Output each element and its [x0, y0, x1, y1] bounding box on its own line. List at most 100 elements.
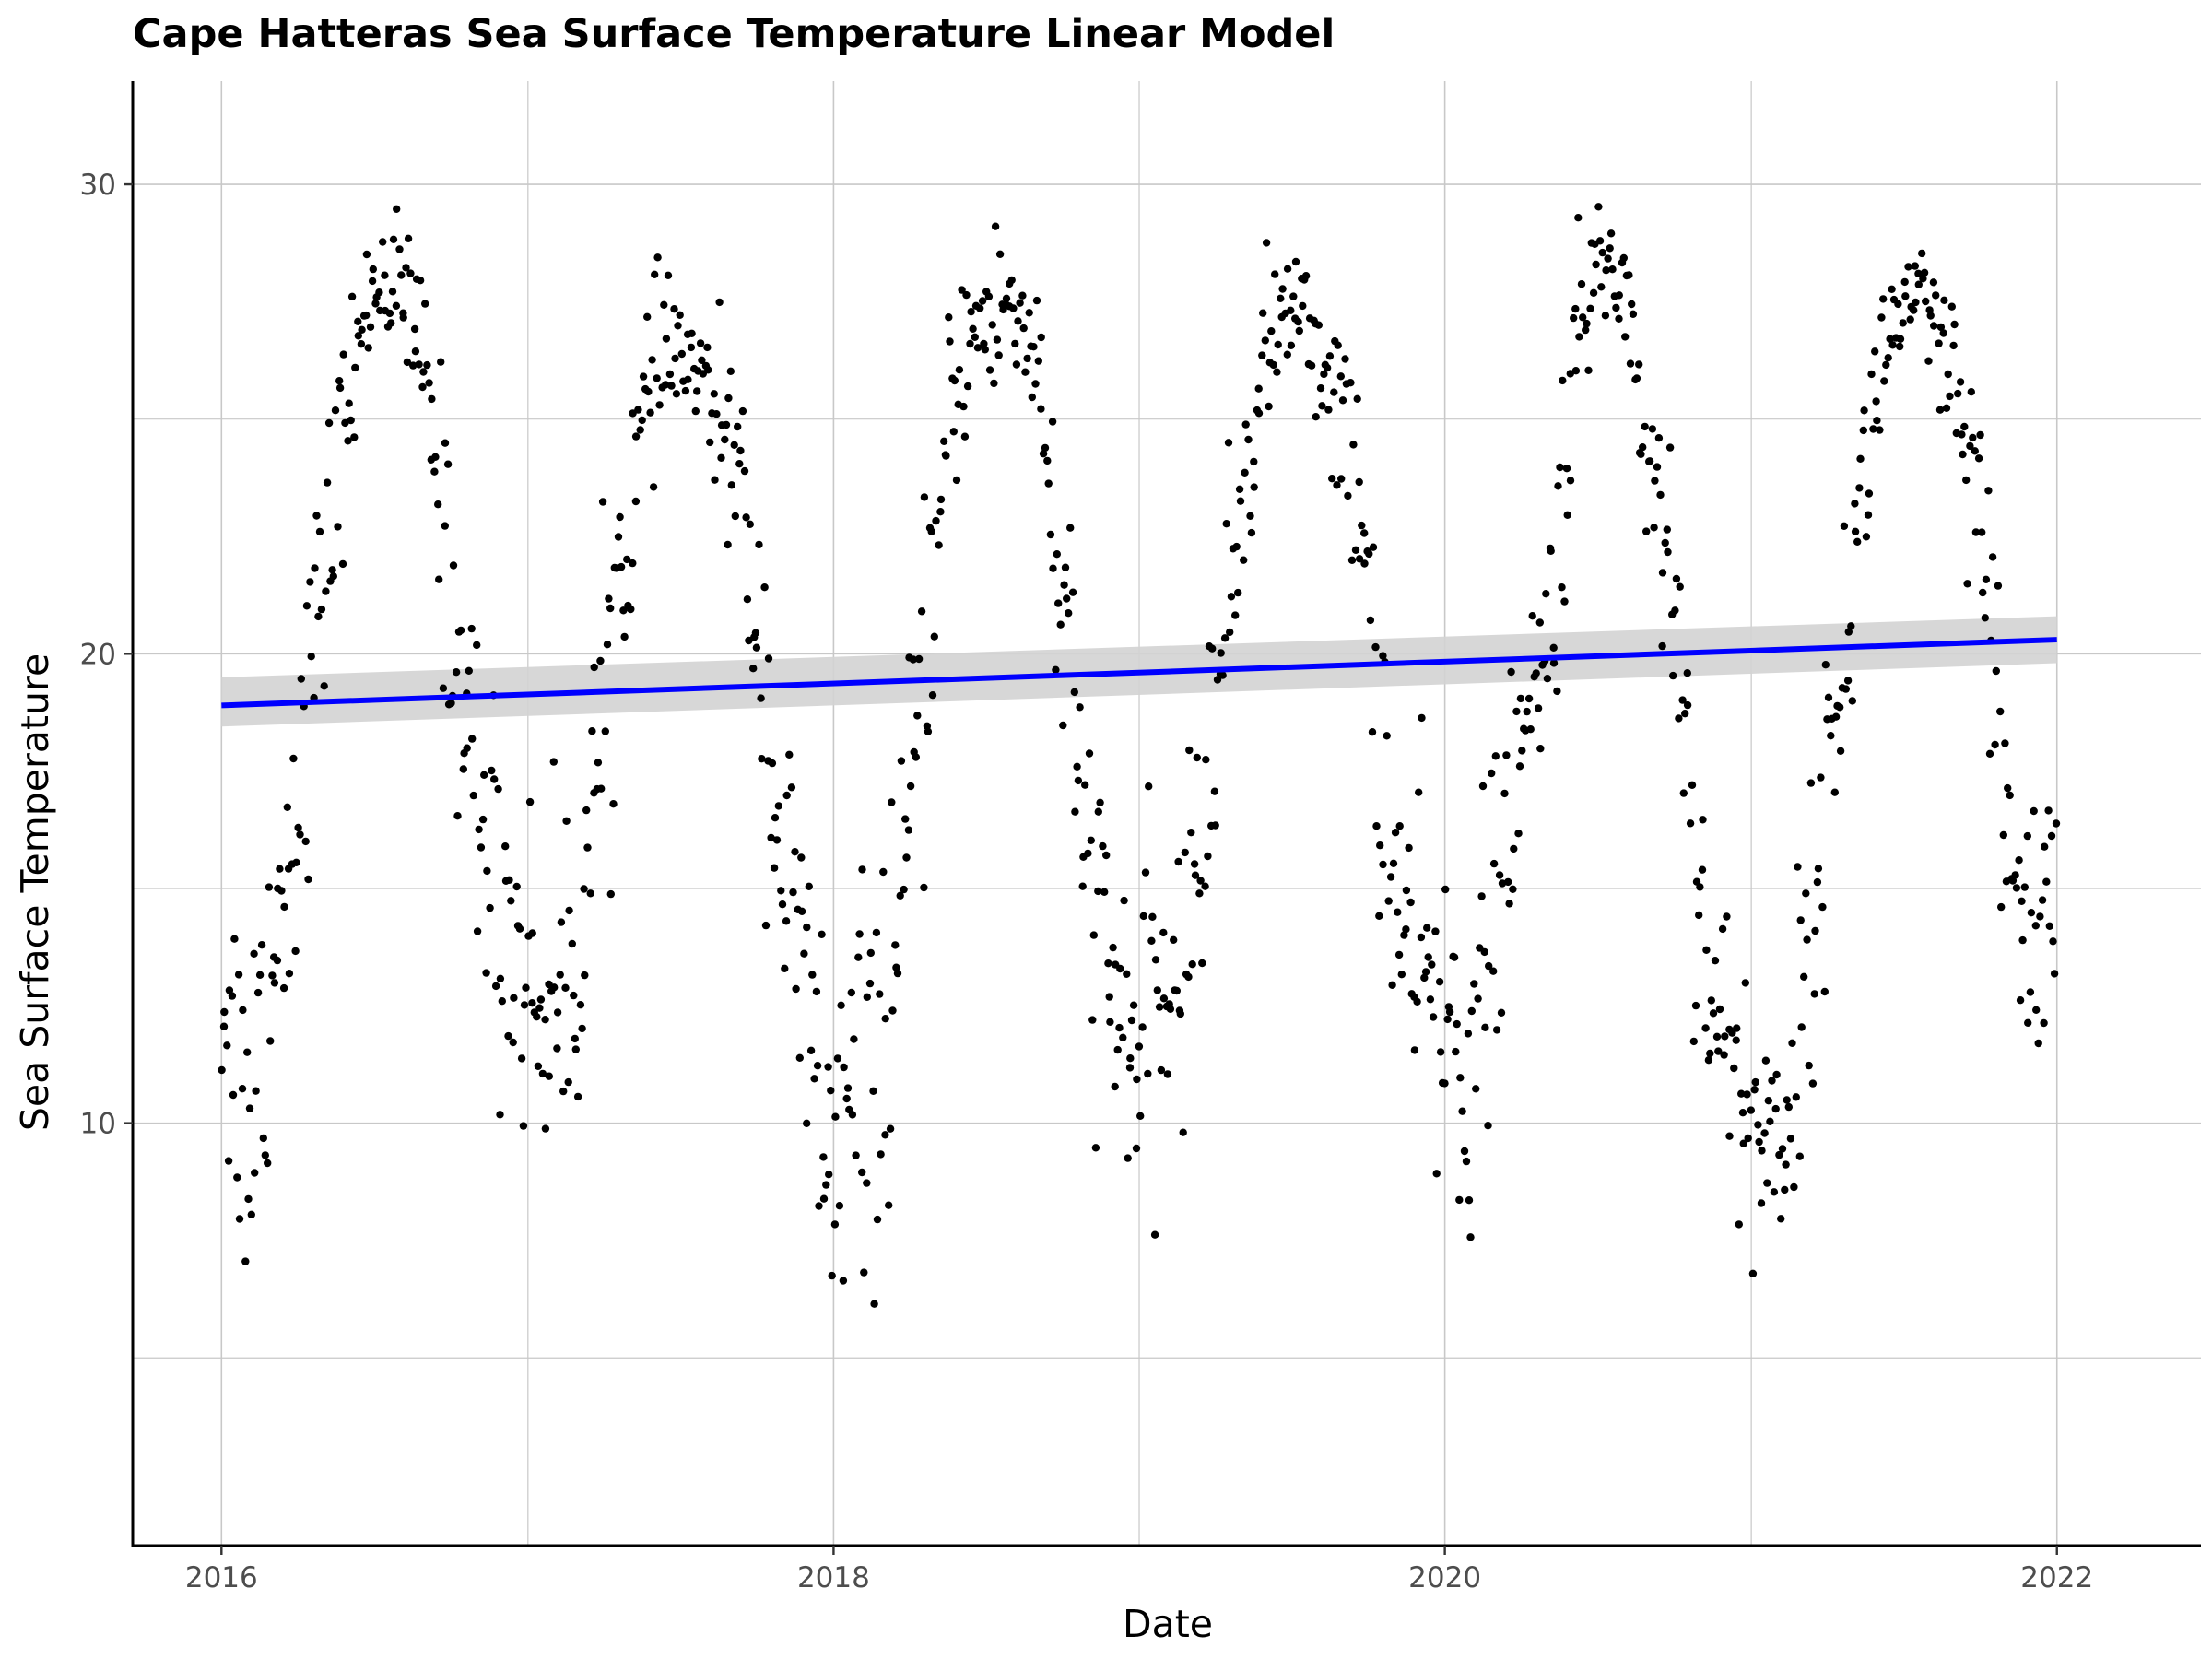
data-point — [726, 367, 735, 375]
data-point — [1133, 1075, 1141, 1084]
data-point — [1123, 970, 1131, 979]
data-point — [1172, 986, 1182, 995]
data-point — [255, 971, 265, 980]
data-point — [1669, 671, 1677, 680]
data-point — [1811, 926, 1819, 935]
data-points — [218, 203, 2061, 1308]
data-point — [1760, 1129, 1769, 1137]
data-point — [985, 366, 994, 374]
data-point — [538, 1069, 547, 1078]
data-point — [1247, 528, 1256, 537]
data-point — [994, 351, 1003, 359]
data-point — [1882, 360, 1890, 370]
data-point — [842, 1094, 851, 1103]
data-point — [1577, 280, 1586, 288]
data-point — [341, 418, 349, 428]
data-point — [1071, 807, 1079, 816]
data-point — [1032, 296, 1041, 305]
data-point — [1920, 268, 1929, 276]
data-point — [1595, 237, 1605, 245]
data-point — [736, 446, 745, 455]
data-point — [860, 1268, 868, 1277]
data-point — [1135, 1042, 1144, 1051]
data-point — [590, 663, 598, 672]
data-point — [1295, 326, 1304, 335]
data-point — [1884, 354, 1892, 362]
data-point — [1372, 822, 1381, 830]
data-point — [990, 379, 998, 388]
data-point — [792, 984, 800, 994]
data-point — [1831, 712, 1841, 721]
data-point — [328, 566, 336, 574]
data-point — [1904, 263, 1912, 271]
data-point — [1562, 465, 1571, 473]
data-point — [629, 559, 637, 568]
data-point — [1466, 1233, 1475, 1241]
data-point — [496, 1111, 504, 1119]
data-point — [835, 1202, 844, 1210]
data-point — [1394, 908, 1402, 916]
data-point — [1894, 300, 1902, 309]
data-point — [901, 815, 910, 823]
data-point — [1748, 1269, 1758, 1278]
data-point — [803, 1119, 811, 1128]
data-point — [1011, 339, 1019, 348]
data-point — [1474, 994, 1482, 1003]
data-point — [1078, 882, 1087, 890]
data-point — [473, 927, 482, 935]
data-point — [870, 1300, 878, 1308]
data-point — [1220, 634, 1230, 642]
data-point — [324, 418, 334, 428]
data-point — [1654, 434, 1664, 442]
data-point — [767, 833, 775, 842]
data-point — [1764, 1097, 1773, 1105]
data-point — [1418, 713, 1426, 723]
data-point — [1462, 1157, 1471, 1166]
data-point — [1855, 484, 1864, 492]
data-point — [1912, 298, 1920, 307]
data-point — [662, 381, 670, 389]
data-point — [638, 416, 646, 425]
data-point — [1971, 528, 1981, 536]
data-point — [758, 755, 766, 763]
data-point — [1535, 618, 1545, 627]
data-point — [653, 253, 662, 262]
data-point — [233, 1173, 241, 1182]
data-point — [1958, 430, 1966, 439]
data-point — [265, 883, 274, 891]
data-point — [674, 322, 682, 330]
data-point — [891, 941, 900, 949]
data-point — [1959, 450, 1967, 459]
data-point — [441, 439, 450, 447]
data-point — [2032, 1006, 2041, 1015]
data-point — [1732, 1036, 1740, 1044]
data-point — [837, 1001, 845, 1010]
data-point — [877, 1150, 885, 1159]
data-point — [557, 918, 566, 926]
data-point — [1389, 859, 1398, 867]
data-point — [873, 1215, 882, 1224]
data-point — [294, 823, 302, 832]
trend-line — [221, 637, 2057, 709]
data-point — [1188, 960, 1196, 969]
data-point — [1320, 370, 1328, 379]
data-point — [1707, 996, 1716, 1005]
data-point — [2027, 909, 2036, 917]
data-point — [1139, 912, 1148, 921]
data-point — [291, 947, 300, 956]
data-point — [1583, 319, 1591, 328]
data-point — [1876, 426, 1884, 434]
data-point — [228, 992, 237, 1000]
data-point — [443, 460, 453, 468]
data-point — [582, 806, 591, 815]
data-point — [1675, 714, 1683, 723]
data-point — [1671, 606, 1679, 615]
data-point — [1702, 946, 1711, 955]
data-point — [1844, 628, 1853, 636]
data-point — [1261, 336, 1270, 345]
data-point — [410, 324, 419, 334]
data-point — [920, 883, 928, 892]
data-point — [2020, 883, 2029, 891]
data-point — [991, 222, 1000, 230]
data-point — [623, 555, 631, 564]
